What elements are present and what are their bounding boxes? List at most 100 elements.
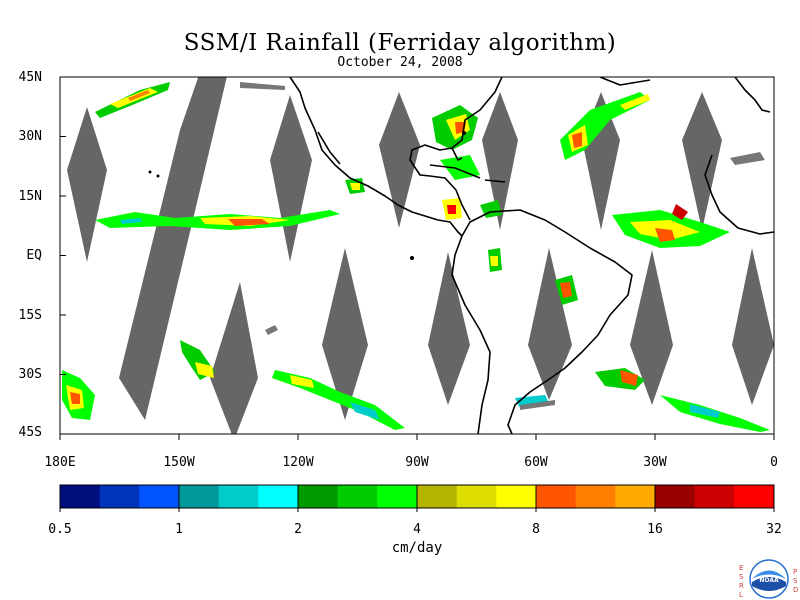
coastline-hispaniola xyxy=(484,179,506,183)
colorbar-tick-label: 1 xyxy=(175,522,183,537)
lat-label: 30N xyxy=(18,129,42,144)
lat-label: 15N xyxy=(18,189,42,204)
rainfall-bands xyxy=(62,82,770,432)
lon-label: 0 xyxy=(770,455,778,470)
lat-label: EQ xyxy=(26,248,42,263)
colorbar-swatch xyxy=(99,485,140,508)
swath xyxy=(428,252,470,405)
colorbar-tick-label: 8 xyxy=(532,522,540,537)
coastline-south-america xyxy=(461,209,633,434)
colorbar-units: cm/day xyxy=(391,540,443,556)
rain-band xyxy=(655,228,675,242)
logo-letter: R xyxy=(739,582,744,590)
rain-band xyxy=(228,219,270,226)
lat-label: 30S xyxy=(18,367,42,382)
lon-label: 150W xyxy=(163,455,195,470)
colorbar xyxy=(59,484,775,512)
lon-label: 120W xyxy=(282,455,314,470)
swath xyxy=(270,95,312,262)
colorbar-swatch xyxy=(337,485,378,508)
rain-band xyxy=(620,370,638,386)
noaa-logo-icon: E S R L NOAA P S D xyxy=(735,558,799,600)
colorbar-swatch xyxy=(575,485,616,508)
colorbar-tick-label: 0.5 xyxy=(48,522,72,537)
rain-band xyxy=(70,392,80,404)
swath xyxy=(732,248,774,405)
rain-band xyxy=(672,204,688,220)
colorbar-tick-label: 2 xyxy=(294,522,302,537)
colorbar-swatch xyxy=(139,485,180,508)
noaa-seal-icon: NOAA xyxy=(749,559,789,599)
coastlines xyxy=(289,77,774,434)
coastline-gulf xyxy=(409,77,503,221)
rain-band xyxy=(120,218,142,224)
rain-band xyxy=(620,94,650,110)
colorbar-swatch xyxy=(377,485,418,508)
swath xyxy=(528,248,572,400)
islands xyxy=(148,131,466,260)
rain-band xyxy=(350,183,360,190)
coastline-africa xyxy=(704,154,774,235)
colorbar-swatch xyxy=(536,485,577,508)
rain-band xyxy=(490,256,498,266)
chart-date: October 24, 2008 xyxy=(337,55,463,70)
rain-band xyxy=(350,402,380,420)
swath xyxy=(210,282,258,434)
axis-ticks xyxy=(59,76,775,440)
coastline-north-america xyxy=(289,77,463,237)
lon-label: 180E xyxy=(44,455,76,470)
colorbar-swatch xyxy=(734,485,775,508)
rain-band xyxy=(572,132,582,148)
logo-letter: S xyxy=(739,573,744,581)
rain-band xyxy=(560,282,572,298)
swath xyxy=(67,107,107,262)
coastline-baja xyxy=(317,131,341,165)
coastline-europe xyxy=(734,77,771,113)
missing-data-swaths xyxy=(67,77,774,434)
logo-letter: S xyxy=(793,577,798,585)
swath xyxy=(482,92,518,230)
colorbar-swatch xyxy=(60,485,101,508)
swath xyxy=(682,92,722,230)
rain-band xyxy=(195,362,214,378)
colorbar-tick-label: 32 xyxy=(766,522,782,537)
colorbar-swatch xyxy=(655,485,696,508)
logo-letter: D xyxy=(793,586,799,594)
lon-label: 90W xyxy=(405,455,429,470)
rain-band xyxy=(447,205,456,214)
rain-band xyxy=(290,375,314,388)
lat-label: 45S xyxy=(18,425,42,440)
rain-band xyxy=(690,404,720,418)
colorbar-swatch xyxy=(456,485,497,508)
chart-title: SSM/I Rainfall (Ferriday algorithm) xyxy=(183,30,617,56)
colorbar-swatch xyxy=(218,485,259,508)
swath xyxy=(119,77,227,420)
logo-letter: E xyxy=(739,564,744,572)
colorbar-tick-label: 16 xyxy=(647,522,663,537)
coastline-cuba xyxy=(429,164,481,179)
colorbar-swatch xyxy=(496,485,537,508)
swath xyxy=(379,92,420,228)
lat-label: 45N xyxy=(18,70,42,85)
svg-text:NOAA: NOAA xyxy=(759,577,779,584)
lat-label: 15S xyxy=(18,308,42,323)
colorbar-swatch xyxy=(694,485,735,508)
rain-band xyxy=(595,368,645,390)
lon-label: 60W xyxy=(524,455,548,470)
logo-letter: P xyxy=(793,568,798,576)
coastline-florida xyxy=(451,147,463,161)
logo-letter: L xyxy=(739,591,743,599)
swath xyxy=(322,248,368,420)
lon-label: 30W xyxy=(643,455,667,470)
colorbar-swatch xyxy=(298,485,339,508)
gray-patches xyxy=(240,82,765,410)
colorbar-swatch xyxy=(615,485,656,508)
colorbar-tick-label: 4 xyxy=(413,522,421,537)
coastline-greenland xyxy=(599,77,651,86)
colorbar-swatch xyxy=(417,485,458,508)
coastline-south-america-west xyxy=(451,235,491,434)
swath xyxy=(630,250,673,405)
colorbar-swatch xyxy=(258,485,299,508)
colorbar-swatch xyxy=(179,485,220,508)
